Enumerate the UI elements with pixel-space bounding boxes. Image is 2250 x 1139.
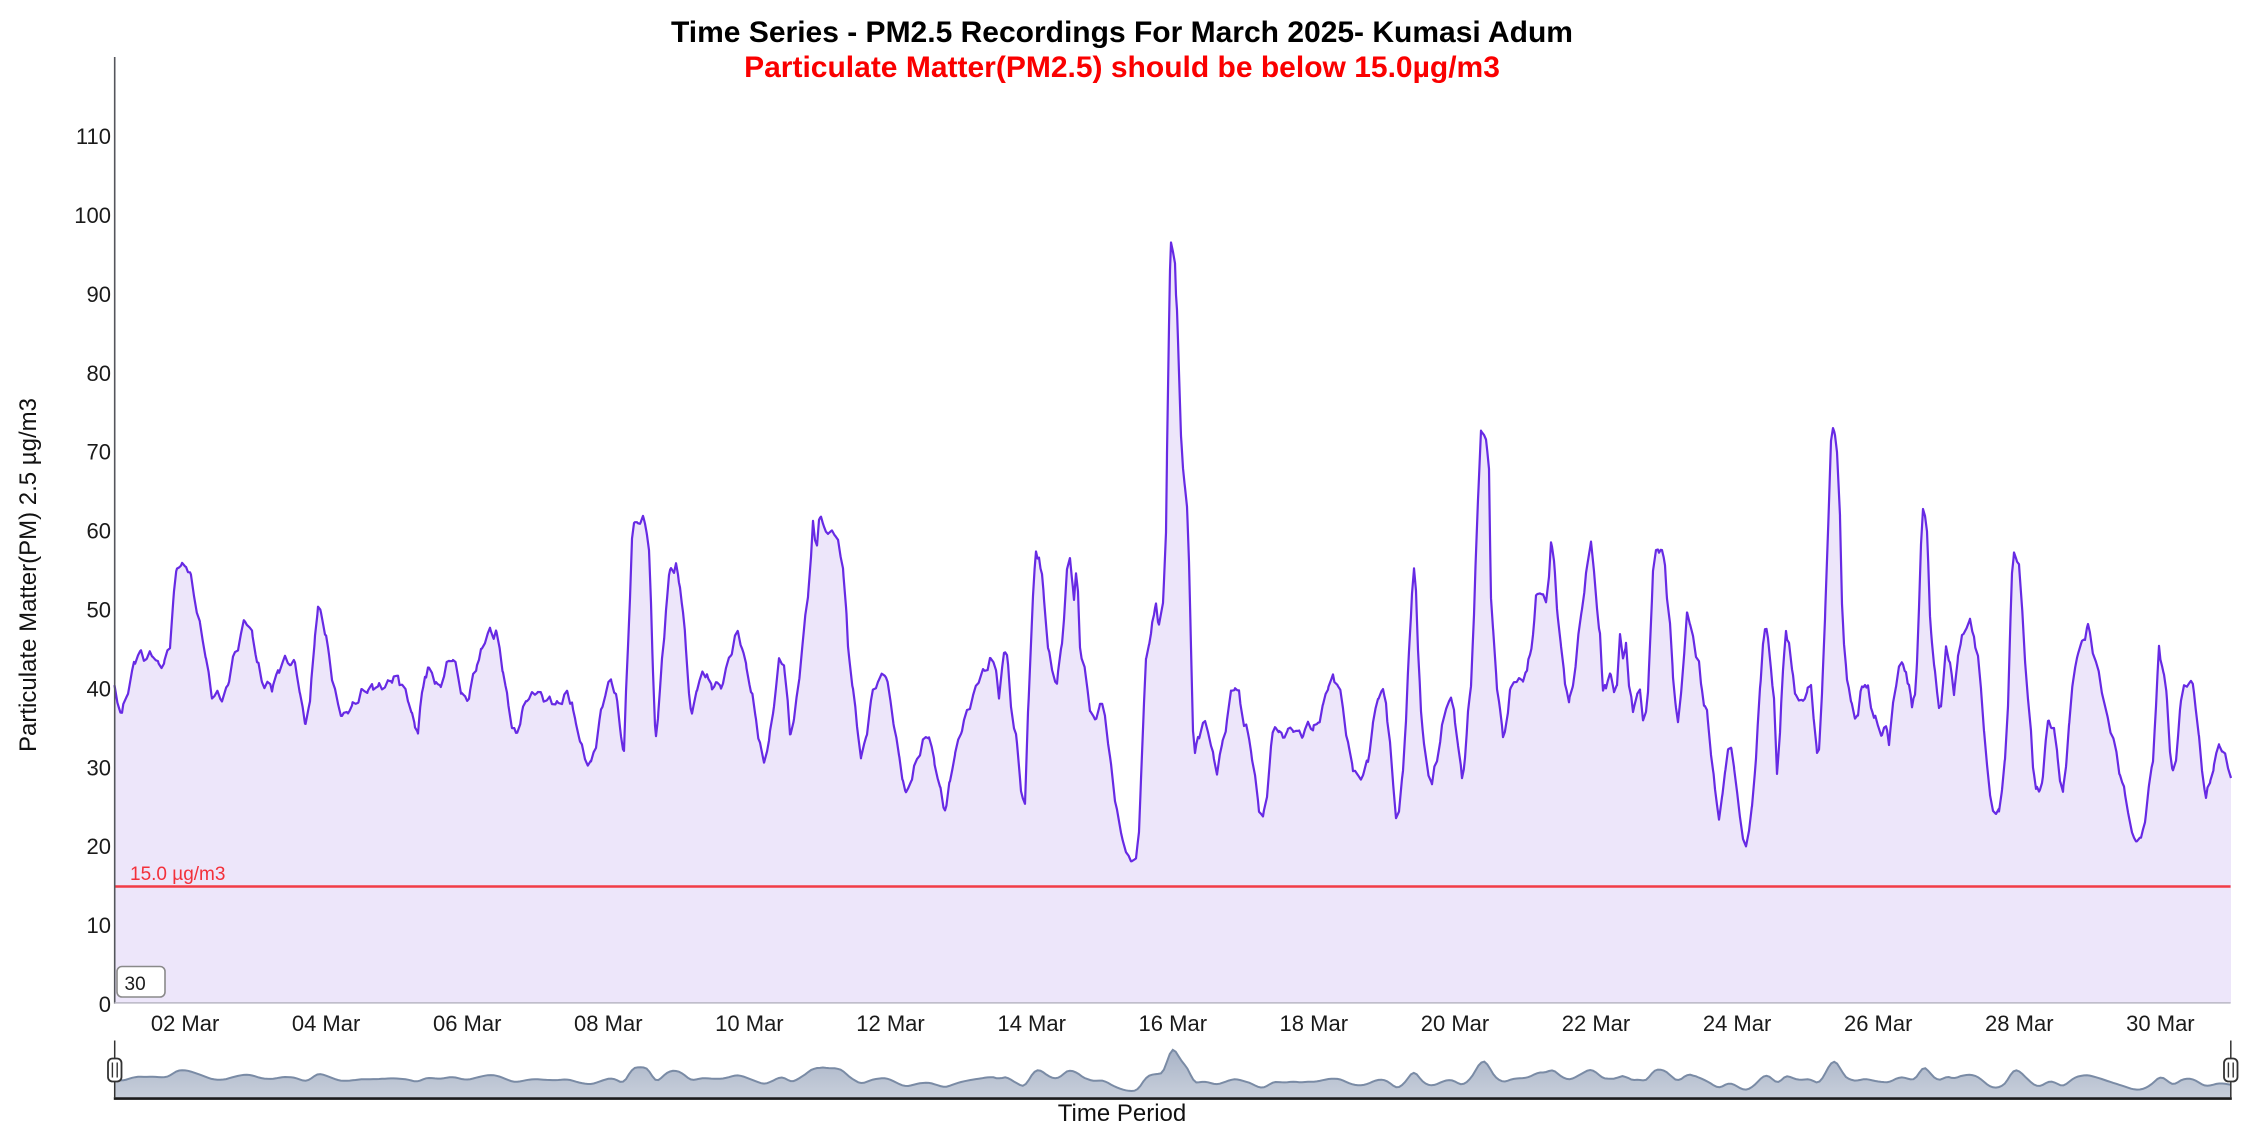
svg-text:80: 80 <box>87 361 111 386</box>
svg-text:40: 40 <box>87 676 111 701</box>
svg-text:70: 70 <box>87 440 111 465</box>
svg-text:18 Mar: 18 Mar <box>1280 1011 1348 1036</box>
svg-text:15.0 µg/m3: 15.0 µg/m3 <box>130 864 225 885</box>
svg-text:30 Mar: 30 Mar <box>2126 1011 2194 1036</box>
svg-text:06 Mar: 06 Mar <box>433 1011 501 1036</box>
svg-text:26 Mar: 26 Mar <box>1844 1011 1912 1036</box>
svg-text:20 Mar: 20 Mar <box>1421 1011 1489 1036</box>
svg-text:30: 30 <box>87 755 111 780</box>
svg-text:Particulate Matter(PM2.5) shou: Particulate Matter(PM2.5) should be belo… <box>744 51 1500 84</box>
svg-text:08 Mar: 08 Mar <box>574 1011 642 1036</box>
svg-text:24 Mar: 24 Mar <box>1703 1011 1771 1036</box>
svg-text:22 Mar: 22 Mar <box>1562 1011 1630 1036</box>
svg-text:28 Mar: 28 Mar <box>1985 1011 2053 1036</box>
svg-text:04 Mar: 04 Mar <box>292 1011 360 1036</box>
svg-text:60: 60 <box>87 519 111 544</box>
svg-text:12 Mar: 12 Mar <box>856 1011 924 1036</box>
svg-text:100: 100 <box>74 203 111 228</box>
svg-text:50: 50 <box>87 598 111 623</box>
svg-text:30: 30 <box>125 974 146 995</box>
svg-text:Time Period: Time Period <box>1058 1100 1186 1127</box>
svg-text:10 Mar: 10 Mar <box>715 1011 783 1036</box>
svg-text:20: 20 <box>87 834 111 859</box>
svg-text:10: 10 <box>87 913 111 938</box>
svg-text:14 Mar: 14 Mar <box>997 1011 1065 1036</box>
svg-text:Particulate Matter(PM) 2.5 µg/: Particulate Matter(PM) 2.5 µg/m3 <box>15 398 42 752</box>
svg-text:110: 110 <box>76 124 111 149</box>
svg-text:Time Series - PM2.5 Recordings: Time Series - PM2.5 Recordings For March… <box>671 16 1573 49</box>
svg-text:16 Mar: 16 Mar <box>1139 1011 1207 1036</box>
svg-text:90: 90 <box>87 282 111 307</box>
svg-text:0: 0 <box>99 992 111 1017</box>
svg-text:02 Mar: 02 Mar <box>151 1011 219 1036</box>
